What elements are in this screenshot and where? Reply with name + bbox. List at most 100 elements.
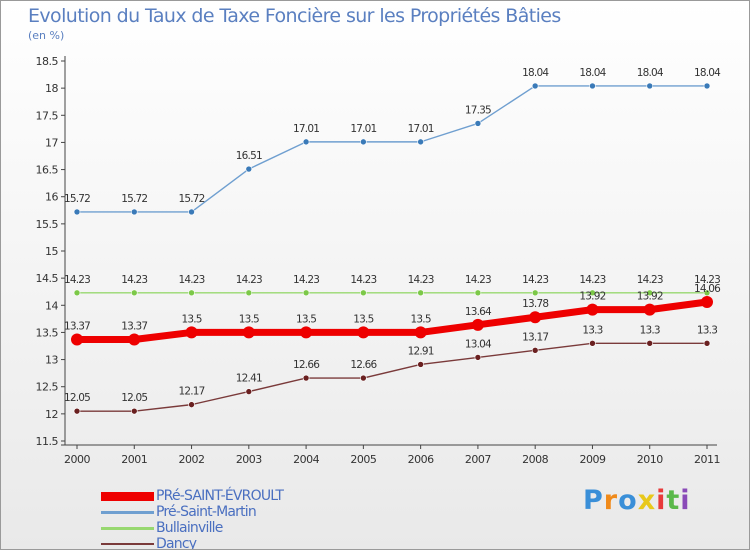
data-point — [128, 333, 141, 346]
data-point — [531, 347, 539, 354]
data-label: 13.3 — [640, 324, 660, 336]
data-label: 14.06 — [694, 283, 721, 295]
data-label: 12.05 — [64, 392, 90, 404]
data-label: 16.51 — [236, 150, 262, 162]
data-point — [245, 388, 253, 395]
data-label: 13.17 — [522, 331, 548, 343]
y-tick-label: 13 — [45, 354, 58, 367]
legend-swatch — [101, 492, 154, 501]
data-label: 12.41 — [236, 373, 262, 385]
data-label: 14.23 — [465, 274, 491, 286]
data-point — [646, 289, 654, 297]
chart-title: Evolution du Taux de Taxe Foncière sur l… — [28, 5, 561, 27]
series-line-dancy — [76, 342, 708, 412]
data-label: 14.23 — [64, 274, 90, 286]
data-label: 13.92 — [637, 291, 663, 303]
data-point — [188, 289, 195, 297]
x-tick-label: 2004 — [293, 453, 319, 466]
x-tick-label: 2011 — [694, 453, 720, 466]
data-point — [703, 82, 711, 90]
data-label: 13.5 — [239, 313, 259, 325]
data-point — [646, 339, 654, 347]
data-point — [531, 289, 539, 297]
data-point — [357, 326, 370, 339]
legend-label: Dancy — [156, 536, 197, 550]
data-label: 13.5 — [296, 313, 316, 325]
data-label: 12.66 — [293, 359, 320, 371]
x-tick-label: 2006 — [408, 453, 434, 466]
data-point — [417, 138, 424, 146]
data-point — [701, 296, 713, 309]
x-tick-label: 2001 — [121, 453, 147, 466]
data-label: 13.5 — [353, 313, 373, 325]
logo-letter: P — [583, 485, 604, 516]
data-point — [531, 82, 539, 90]
data-label: 13.37 — [121, 320, 147, 332]
data-point — [589, 289, 596, 297]
data-point — [300, 326, 313, 339]
data-label: 14.23 — [350, 274, 376, 286]
logo-letter: o — [618, 485, 638, 516]
chart-subtitle: (en %) — [28, 29, 65, 42]
data-label: 14.23 — [637, 274, 663, 286]
data-label: 14.23 — [522, 274, 548, 286]
legend-swatch — [101, 511, 154, 514]
logo-letter: x — [637, 485, 657, 516]
data-point — [360, 289, 367, 297]
x-tick-label: 2009 — [579, 453, 605, 466]
y-tick-label: 16 — [45, 191, 58, 204]
data-point — [188, 401, 195, 408]
data-label: 17.35 — [465, 104, 491, 116]
data-label: 13.5 — [181, 313, 201, 325]
y-tick-label: 18 — [45, 82, 58, 95]
data-label: 13.92 — [579, 291, 605, 303]
data-label: 14.23 — [694, 274, 720, 286]
data-point — [188, 208, 195, 216]
data-point — [73, 289, 81, 297]
y-tick-label: 15.5 — [36, 218, 59, 231]
y-tick-label: 16.5 — [36, 164, 59, 177]
logo-letter: i — [656, 485, 667, 516]
data-label: 13.3 — [582, 324, 602, 336]
data-point — [73, 407, 81, 415]
logo-letter: i — [680, 485, 691, 516]
logo-letter: t — [666, 485, 681, 516]
data-label: 14.23 — [236, 274, 262, 286]
data-point — [130, 289, 138, 297]
data-label: 13.04 — [465, 338, 492, 350]
data-point — [417, 289, 424, 297]
y-tick-label: 12 — [45, 408, 58, 421]
legend-label: Bullainville — [156, 520, 223, 536]
data-point — [130, 208, 138, 216]
data-point — [474, 120, 482, 127]
y-tick-label: 11.5 — [36, 435, 59, 448]
legend-label: Pré-Saint-Martin — [156, 504, 257, 520]
data-point — [589, 339, 596, 347]
y-tick-label: 18.5 — [36, 55, 59, 68]
data-label: 18.04 — [522, 67, 549, 79]
data-label: 13.78 — [522, 298, 548, 310]
proxiti-logo: Proxiti — [583, 485, 691, 516]
data-point — [529, 311, 542, 324]
data-label: 15.72 — [121, 193, 147, 205]
data-point — [360, 374, 367, 382]
y-tick-label: 17.5 — [36, 109, 59, 122]
data-point — [414, 326, 427, 339]
data-label: 13.5 — [411, 313, 431, 325]
data-label: 18.04 — [694, 67, 721, 79]
data-label: 13.37 — [64, 320, 90, 332]
legend-label: PRé-SAINT-ÉVROULT — [156, 488, 284, 504]
y-tick-label: 17 — [45, 136, 58, 149]
data-point — [474, 289, 482, 297]
series-line-pr-saint-martin — [76, 85, 708, 213]
data-point — [643, 303, 656, 316]
data-point — [302, 374, 310, 382]
x-tick-label: 2000 — [64, 453, 90, 466]
x-tick-label: 2003 — [236, 453, 262, 466]
data-label: 12.17 — [179, 386, 205, 398]
data-point — [71, 333, 83, 346]
y-tick-label: 12.5 — [36, 381, 59, 394]
data-label: 14.23 — [579, 274, 605, 286]
